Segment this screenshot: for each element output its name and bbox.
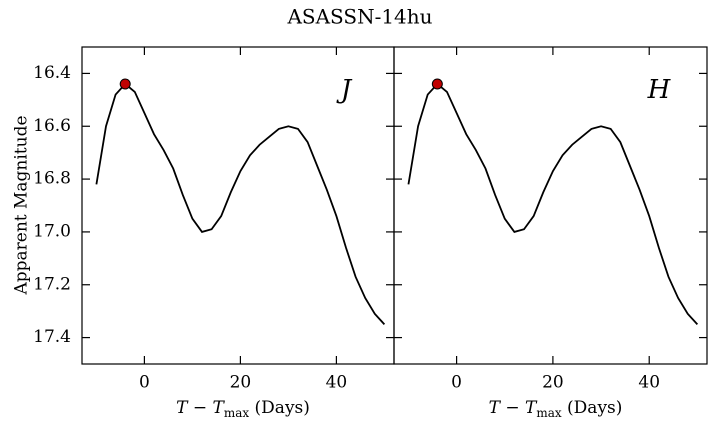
- line: [407, 82, 699, 325]
- y-tick-label: 16.8: [33, 169, 71, 189]
- panel-label: J: [336, 75, 353, 105]
- plot-frame: [393, 46, 708, 365]
- x-axis-label-part: (Days): [562, 398, 623, 418]
- x-axis-label-part: (Days): [249, 398, 310, 418]
- x-tick-label: 20: [542, 373, 564, 393]
- x-axis-label: T − Tmax (Days): [489, 398, 623, 420]
- y-axis-label: Apparent Magnitude: [12, 115, 32, 295]
- x-tick-label: 0: [139, 373, 150, 393]
- y-tick-label: 17.0: [33, 221, 71, 241]
- line: [95, 82, 386, 325]
- y-tick-label: 16.6: [33, 116, 71, 136]
- x-tick-label: 20: [230, 373, 252, 393]
- x-axis-label-part: max: [224, 406, 250, 420]
- y-tick-label: 16.4: [33, 63, 71, 83]
- peak-marker: [431, 78, 443, 90]
- x-tick-label: 40: [326, 373, 348, 393]
- x-axis-label-part: max: [536, 406, 562, 420]
- y-tick-label: 17.4: [33, 327, 71, 347]
- peak-marker: [119, 78, 131, 90]
- figure-title: ASASSN-14hu: [286, 5, 432, 29]
- x-tick-label: 40: [638, 373, 660, 393]
- y-tick-label: 17.2: [33, 274, 71, 294]
- x-axis-label: T − Tmax (Days): [176, 398, 310, 420]
- x-axis-label-part: T − T: [489, 398, 538, 418]
- x-tick-label: 0: [451, 373, 462, 393]
- panel-label: H: [647, 75, 672, 105]
- x-axis-label-part: T − T: [176, 398, 225, 418]
